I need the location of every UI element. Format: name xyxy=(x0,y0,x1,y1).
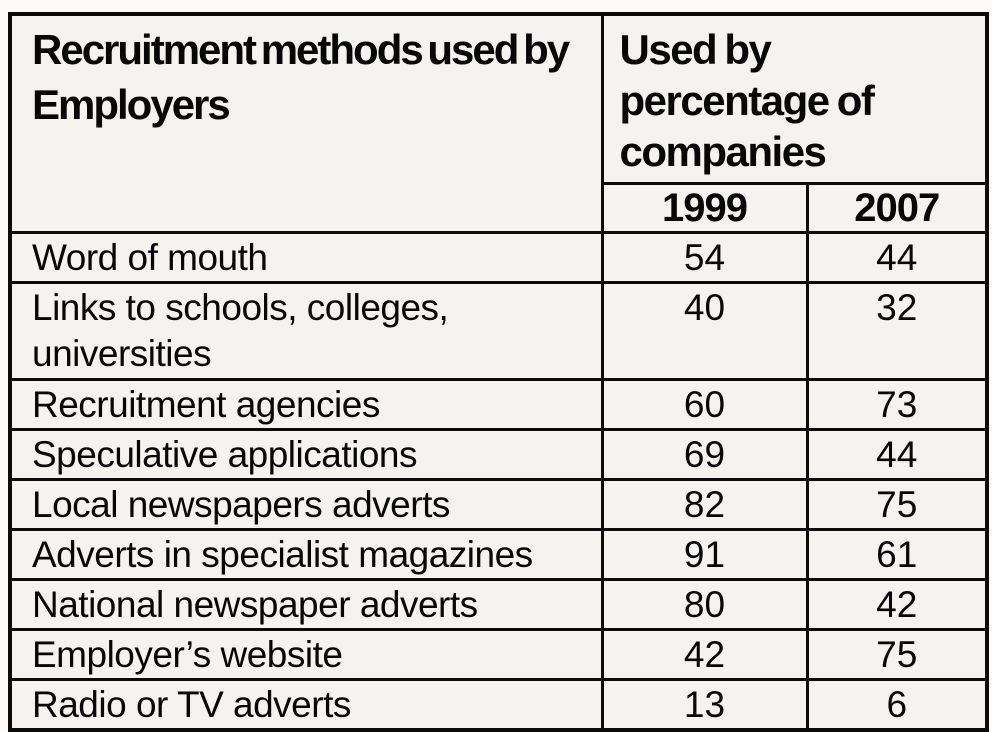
method-label: National newspaper adverts xyxy=(8,577,604,631)
method-label: Adverts in specialist magazines xyxy=(8,527,604,581)
value-1999: 54 xyxy=(600,230,809,284)
value-2007: 75 xyxy=(805,477,989,531)
year-header-row: 1999 2007 xyxy=(10,181,989,234)
value-1999: 80 xyxy=(600,577,809,631)
method-label: Speculative applications xyxy=(8,427,604,481)
header-row: Recruitment methods used by Employers Us… xyxy=(8,12,989,234)
page: { "header": { "title": "Recruitment meth… xyxy=(8,12,990,732)
table-row-employers-website: Employer’s website 42 75 xyxy=(8,627,989,681)
table-title: Recruitment methods used by Employers xyxy=(32,26,570,129)
value-2007: 44 xyxy=(805,230,989,284)
table-row-radio-tv-adverts: Radio or TV adverts 13 6 xyxy=(8,677,989,732)
table-title-cell: Recruitment methods used by Employers xyxy=(8,12,604,234)
year-2007-header: 2007 xyxy=(805,181,989,234)
table-row-recruitment-agencies: Recruitment agencies 60 73 xyxy=(8,377,989,431)
value-2007: 6 xyxy=(805,677,989,732)
value-2007: 44 xyxy=(805,427,989,481)
value-header-label: Used by percentage of companies xyxy=(619,26,875,176)
value-1999: 13 xyxy=(600,677,809,732)
value-2007: 42 xyxy=(805,577,989,631)
value-2007: 61 xyxy=(805,527,989,581)
table-row-national-newspaper-adverts: National newspaper adverts 80 42 xyxy=(8,577,989,631)
value-1999: 40 xyxy=(600,280,809,381)
method-label: Links to schools, colleges, universities xyxy=(8,280,604,381)
recruitment-methods-table: Recruitment methods used by Employers Us… xyxy=(8,12,990,732)
value-1999: 69 xyxy=(600,427,809,481)
method-label: Radio or TV adverts xyxy=(8,677,604,732)
value-1999: 60 xyxy=(600,377,809,431)
year-1999-header: 1999 xyxy=(600,181,809,234)
value-1999: 91 xyxy=(600,527,809,581)
table-row-speculative-applications: Speculative applications 69 44 xyxy=(8,427,989,481)
value-2007: 75 xyxy=(805,627,989,681)
table-row-links-to-schools: Links to schools, colleges, universities… xyxy=(8,280,989,381)
method-label: Recruitment agencies xyxy=(8,377,604,431)
table-row-adverts-specialist-magazines: Adverts in specialist magazines 91 61 xyxy=(8,527,989,581)
table-row-local-newspapers-adverts: Local newspapers adverts 82 75 xyxy=(8,477,989,531)
table-row-word-of-mouth: Word of mouth 54 44 xyxy=(8,230,989,284)
table-figure: Recruitment methods used by Employers Us… xyxy=(8,12,990,732)
value-2007: 32 xyxy=(805,280,989,381)
method-label: Word of mouth xyxy=(8,230,604,284)
value-header-cell: Used by percentage of companies xyxy=(600,12,989,185)
method-label: Local newspapers adverts xyxy=(8,477,604,531)
method-label: Employer’s website xyxy=(8,627,604,681)
value-1999: 82 xyxy=(600,477,809,531)
value-1999: 42 xyxy=(600,627,809,681)
value-2007: 73 xyxy=(805,377,989,431)
